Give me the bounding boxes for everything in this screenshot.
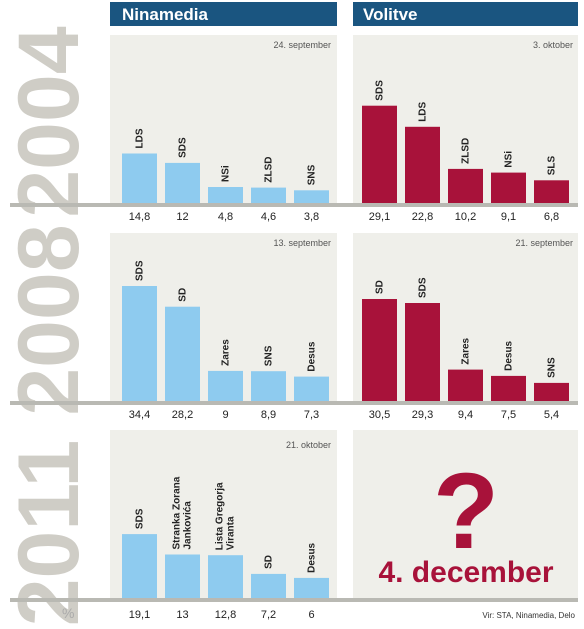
party-label-2004-ninamedia-4: SNS — [307, 164, 318, 185]
bar-2004-ninamedia-1 — [165, 162, 200, 203]
bar-2011-ninamedia-3 — [251, 573, 286, 598]
bar-2011-ninamedia-1 — [165, 554, 200, 598]
panel-2011-pending — [353, 430, 578, 602]
party-label-2008-ninamedia-0: SDS — [135, 260, 146, 281]
header-ninamedia-bar — [110, 2, 337, 26]
bar-2008-ninamedia-3 — [251, 371, 286, 401]
value-label-2004-volitve-4: 6,8 — [544, 211, 559, 223]
value-label-2008-volitve-3: 7,5 — [501, 409, 516, 421]
party-label-2008-volitve-4: SNS — [547, 357, 558, 378]
value-label-2004-ninamedia-2: 4,8 — [218, 211, 233, 223]
value-label-2008-volitve-1: 29,3 — [412, 409, 433, 421]
chart-marks: 24. september 14,8 LDS 12 SDS 4,8 NSi 4,6 ZLSD 3,… — [122, 40, 573, 621]
bar-2004-ninamedia-0 — [122, 153, 157, 203]
bar-2004-volitve-2 — [448, 168, 483, 203]
baseline-2004 — [10, 203, 578, 207]
source-note: Vir: STA, Ninamedia, Delo — [482, 611, 575, 620]
bar-2004-ninamedia-2 — [208, 187, 243, 203]
bar-2008-ninamedia-0 — [122, 286, 157, 401]
bar-2004-ninamedia-4 — [294, 190, 329, 203]
year-label-2008: 2008 — [1, 224, 97, 415]
value-label-2008-volitve-2: 9,4 — [458, 409, 473, 421]
year-label-2011: 2011 — [1, 440, 97, 627]
bar-2004-volitve-4 — [534, 180, 569, 203]
bar-2011-ninamedia-4 — [294, 577, 329, 598]
date-2008-ninamedia: 13. september — [273, 238, 331, 248]
date-2011-ninamedia: 21. oktober — [286, 440, 331, 450]
party-label-2008-volitve-0: SD — [375, 280, 386, 294]
value-label-2008-ninamedia-0: 34,4 — [129, 409, 150, 421]
value-label-2004-volitve-1: 22,8 — [412, 211, 433, 223]
bar-2008-volitve-0 — [362, 299, 397, 401]
value-label-2004-volitve-0: 29,1 — [369, 211, 390, 223]
party-label-2008-volitve-1: SDS — [418, 277, 429, 298]
value-label-2004-volitve-3: 9,1 — [501, 211, 516, 223]
bar-2008-volitve-3 — [491, 375, 526, 401]
party-label-2004-volitve-0: SDS — [375, 80, 386, 101]
value-label-2008-ninamedia-4: 7,3 — [304, 409, 319, 421]
bar-2008-volitve-4 — [534, 382, 569, 401]
date-2008-volitve: 21. september — [515, 238, 573, 248]
date-2004-volitve: 3. oktober — [533, 40, 573, 50]
value-label-2008-ninamedia-1: 28,2 — [172, 409, 193, 421]
date-2004-ninamedia: 24. september — [273, 40, 331, 50]
header-volitve: Volitve — [363, 5, 417, 24]
value-label-2004-ninamedia-4: 3,8 — [304, 211, 319, 223]
value-label-2008-ninamedia-3: 8,9 — [261, 409, 276, 421]
party-label-2008-ninamedia-3: SNS — [264, 345, 275, 366]
party-label-2004-ninamedia-0: LDS — [135, 128, 146, 148]
baseline-2008 — [10, 401, 578, 405]
year-label-2004: 2004 — [1, 26, 97, 217]
party-label-2004-volitve-4: SLS — [547, 156, 558, 176]
bar-2004-ninamedia-3 — [251, 187, 286, 203]
bar-2008-volitve-1 — [405, 303, 440, 401]
pending-question-mark: ? — [433, 450, 499, 571]
value-label-2004-ninamedia-1: 12 — [176, 211, 188, 223]
bar-2008-ninamedia-4 — [294, 376, 329, 401]
party-label-2004-volitve-1: LDS — [418, 101, 429, 121]
bar-2008-ninamedia-1 — [165, 306, 200, 401]
party-label-2008-volitve-2: Zares — [461, 337, 472, 364]
value-label-2011-ninamedia-1: 13 — [176, 609, 188, 621]
party-label-2004-ninamedia-1: SDS — [178, 137, 189, 158]
value-label-2008-ninamedia-2: 9 — [222, 409, 228, 421]
value-label-2004-volitve-2: 10,2 — [455, 211, 476, 223]
value-label-2008-volitve-4: 5,4 — [544, 409, 559, 421]
bar-2011-ninamedia-2 — [208, 555, 243, 598]
party-label-2008-volitve-3: Desus — [504, 340, 515, 370]
baseline-2011 — [10, 598, 578, 602]
party-label-2011-ninamedia-2: Lista GregorjaViranta — [215, 482, 237, 550]
value-label-2011-ninamedia-2: 12,8 — [215, 609, 236, 621]
bar-2004-volitve-3 — [491, 172, 526, 203]
party-label-2008-ninamedia-2: Zares — [221, 339, 232, 366]
party-label-2011-ninamedia-0: SDS — [135, 508, 146, 529]
party-label-2004-ninamedia-3: ZLSD — [264, 156, 275, 182]
bar-2008-volitve-2 — [448, 369, 483, 401]
party-label-2004-volitve-2: ZLSD — [461, 138, 472, 164]
party-label-2011-ninamedia-3: SD — [264, 555, 275, 569]
bar-2008-ninamedia-2 — [208, 370, 243, 401]
bar-2004-volitve-1 — [405, 126, 440, 203]
value-label-2004-ninamedia-3: 4,6 — [261, 211, 276, 223]
party-label-2004-ninamedia-2: NSi — [221, 165, 232, 182]
value-label-2004-ninamedia-0: 14,8 — [129, 211, 150, 223]
value-label-2011-ninamedia-3: 7,2 — [261, 609, 276, 621]
party-label-2011-ninamedia-4: Desus — [307, 542, 318, 572]
value-label-2008-volitve-0: 30,5 — [369, 409, 390, 421]
percent-unit: % — [62, 605, 74, 621]
bar-2004-volitve-0 — [362, 105, 397, 203]
value-label-2011-ninamedia-0: 19,1 — [129, 609, 150, 621]
party-label-2008-ninamedia-1: SD — [178, 288, 189, 302]
party-label-2008-ninamedia-4: Desus — [307, 341, 318, 371]
bar-2011-ninamedia-0 — [122, 534, 157, 598]
value-label-2011-ninamedia-4: 6 — [308, 609, 314, 621]
header-ninamedia: Ninamedia — [122, 5, 209, 24]
party-label-2004-volitve-3: NSi — [504, 151, 515, 168]
party-label-2011-ninamedia-1: Stranka ZoranaJankovića — [172, 476, 194, 549]
pending-election-date: 4. december — [378, 556, 553, 589]
header-volitve-bar — [353, 2, 578, 26]
